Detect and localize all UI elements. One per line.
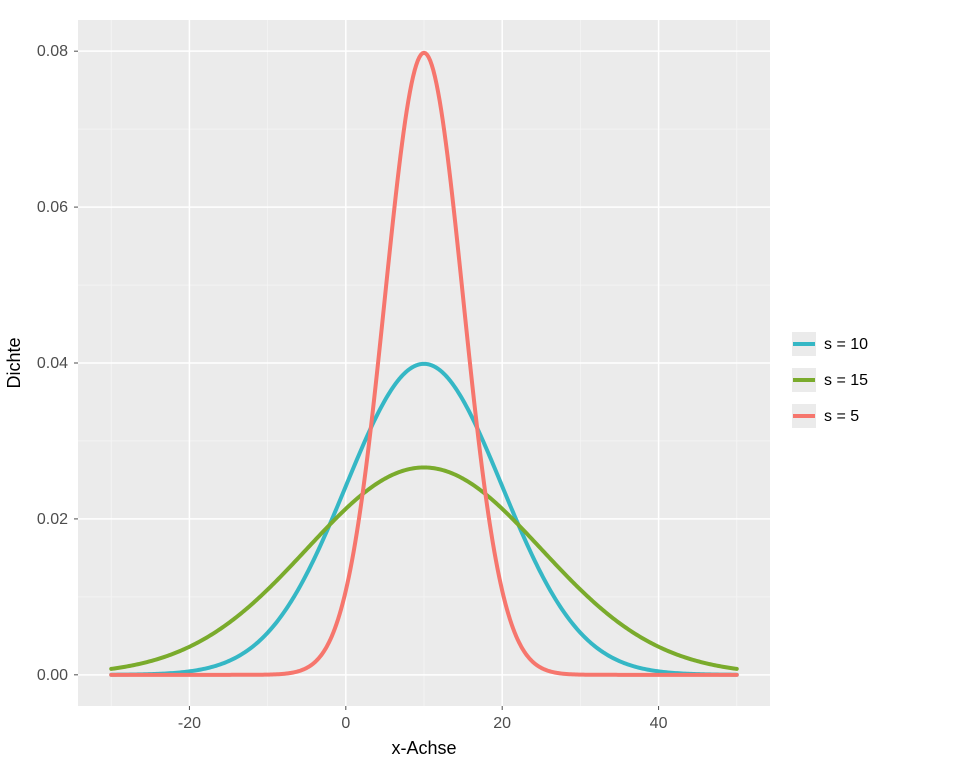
legend-item-1: s = 15 xyxy=(792,368,868,392)
chart-container: -20 0 20 40 0.00 0.02 0.04 0.06 0.08 x-Achse Dicht… xyxy=(0,0,960,768)
y-tick-label: 0.04 xyxy=(37,355,68,372)
x-tick-label: 20 xyxy=(493,715,511,732)
y-tick-label: 0.08 xyxy=(37,43,68,60)
legend-item-2: s = 5 xyxy=(792,404,859,428)
y-tick-label: 0.00 xyxy=(37,667,68,684)
legend-label: s = 10 xyxy=(824,336,868,353)
x-tick-label: 40 xyxy=(650,715,668,732)
legend-label: s = 15 xyxy=(824,372,868,389)
y-tick-label: 0.06 xyxy=(37,199,68,216)
density-chart: -20 0 20 40 0.00 0.02 0.04 0.06 0.08 x-Achse Dicht… xyxy=(0,0,960,768)
y-tick-label: 0.02 xyxy=(37,511,68,528)
plot-panel xyxy=(78,20,770,706)
y-axis-title: Dichte xyxy=(4,337,24,388)
legend-item-0: s = 10 xyxy=(792,332,868,356)
legend: s = 10 s = 15 s = 5 xyxy=(792,332,868,428)
x-axis-title: x-Achse xyxy=(391,738,456,758)
x-tick-label: -20 xyxy=(178,715,201,732)
x-tick-label: 0 xyxy=(341,715,350,732)
legend-label: s = 5 xyxy=(824,408,859,425)
